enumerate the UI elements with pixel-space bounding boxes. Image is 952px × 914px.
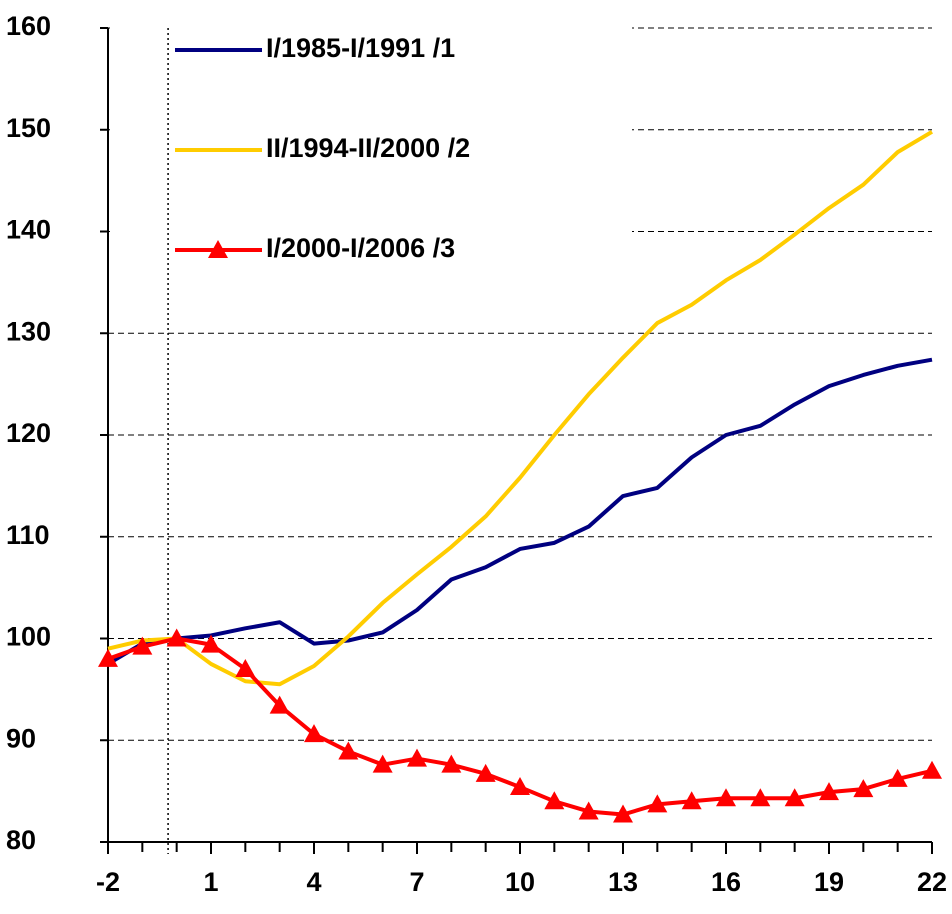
series-marker: [922, 760, 942, 779]
y-tick-label: 120: [6, 418, 51, 448]
y-tick-label: 80: [6, 825, 36, 855]
series-marker: [544, 791, 565, 810]
series-marker: [338, 741, 359, 760]
series-marker: [372, 754, 393, 773]
legend-label: II/1994-II/2000 /2: [266, 133, 470, 163]
legend-label: I/1985-I/1991 /1: [266, 33, 455, 63]
x-tick-label: 4: [306, 867, 321, 897]
series-marker: [304, 724, 324, 743]
series-marker: [613, 804, 633, 823]
series-marker: [475, 763, 496, 782]
legend-marker: [208, 240, 228, 258]
x-tick-label: 22: [917, 867, 947, 897]
y-tick-label: 100: [6, 622, 51, 652]
series-marker: [441, 754, 462, 773]
series-marker: [784, 788, 805, 807]
y-tick-label: 90: [6, 723, 36, 753]
x-tick-label: -2: [96, 867, 120, 897]
x-tick-label: 7: [409, 867, 424, 897]
series-line: [107, 130, 934, 687]
series-marker: [132, 636, 153, 655]
series-marker: [98, 648, 118, 667]
y-tick-label: 110: [6, 520, 50, 550]
series-marker: [887, 768, 908, 787]
series-marker: [681, 791, 702, 810]
series-line: [106, 357, 933, 666]
series-marker: [647, 794, 668, 813]
y-tick-label: 150: [6, 113, 51, 143]
series-marker: [510, 777, 530, 796]
x-tick-label: 13: [608, 867, 638, 897]
y-tick-label: 160: [6, 11, 51, 41]
x-tick-label: 19: [814, 867, 844, 897]
series-marker: [819, 782, 839, 801]
y-tick-label: 130: [6, 316, 51, 346]
series-marker: [750, 788, 771, 807]
series-marker: [578, 801, 599, 820]
x-tick-label: 16: [711, 867, 741, 897]
legend-label: I/2000-I/2006 /3: [266, 233, 455, 263]
y-tick-label: 140: [6, 215, 51, 245]
series-marker: [407, 748, 427, 767]
x-tick-label: 10: [505, 867, 535, 897]
series-marker: [166, 628, 187, 647]
x-tick-label: 1: [203, 867, 218, 897]
series-marker: [269, 695, 290, 714]
legend-background: [110, 0, 632, 270]
series-marker: [201, 634, 221, 653]
series-marker: [853, 779, 874, 798]
series-marker: [235, 659, 256, 678]
series-marker: [716, 788, 736, 807]
